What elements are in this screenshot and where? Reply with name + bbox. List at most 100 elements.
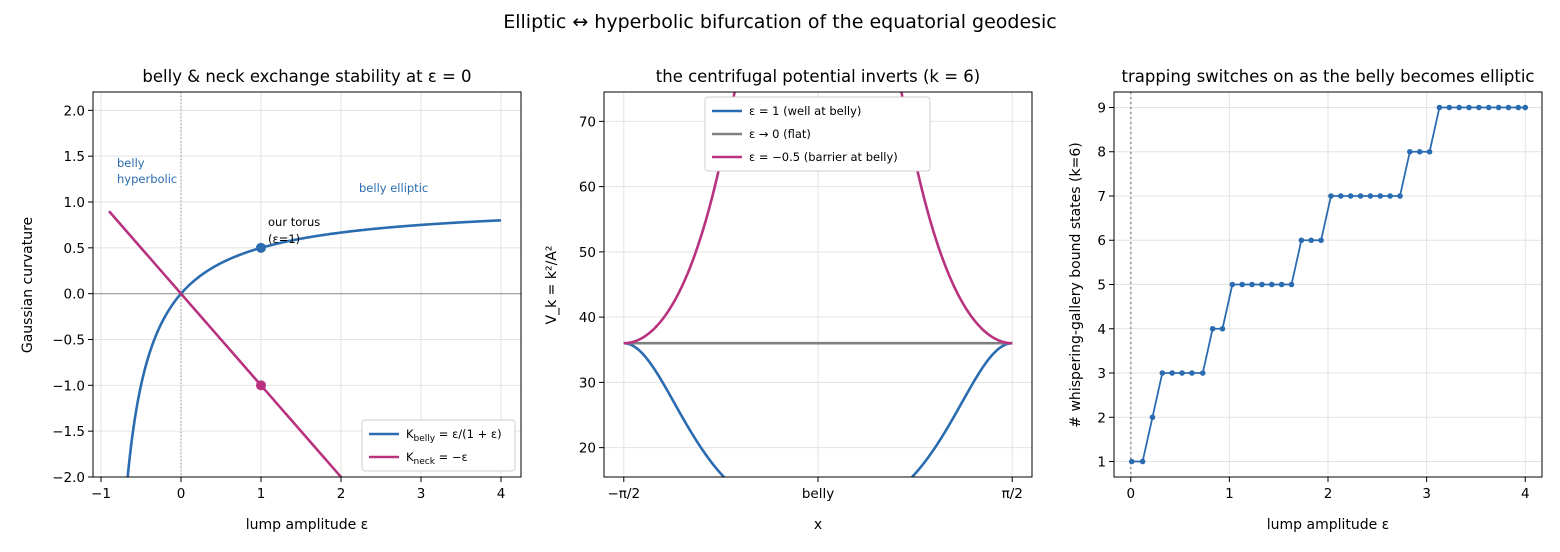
bound-states-point [1298,237,1305,244]
annotation-belly-hyperbolic-line2: hyperbolic [117,172,177,186]
bound-states-point [1387,193,1393,199]
x-tick-label: π/2 [1002,486,1023,502]
panel-potential: the centrifugal potential inverts (k = 6… [544,67,1033,533]
bound-states-point [1128,458,1135,465]
bound-states-point [1367,193,1374,199]
legend-k-neck-main: K [406,450,414,464]
bound-states-point [1426,148,1433,155]
bound-states-point [1377,193,1384,199]
panel-3-title: trapping switches on as the belly become… [1122,67,1535,86]
bound-states-point [1209,325,1216,332]
bound-states-point [1169,370,1175,376]
x-tick-label: belly [802,486,834,502]
x-tick-label: 1 [1225,486,1234,502]
bound-states-point [1268,281,1275,288]
y-tick-label: 60 [579,180,596,196]
y-tick-label: −1.0 [52,378,85,394]
legend-k-belly-sub: belly [414,434,436,444]
bound-states-point [1139,458,1146,465]
bound-states-point [1446,104,1453,111]
y-tick-label: 7 [1097,189,1106,205]
panel-1-frame [92,91,522,478]
panel-3-xlabel: lump amplitude ε [1267,517,1390,533]
series-line-belly [126,219,502,477]
y-tick-label: 1 [1097,455,1106,471]
y-tick-label: 50 [579,245,596,261]
panel-3-ylabel: # whispering-gallery bound states (k=6) [1068,142,1084,427]
x-tick-label: 4 [1521,486,1530,502]
legend-k-neck-sub: neck [414,457,436,467]
panel-1-xlabel: lump amplitude ε [246,517,369,533]
bound-states-point [1229,281,1236,288]
annotation-belly-hyperbolic-line1: belly [117,156,145,170]
bound-states-point [1397,193,1403,199]
bound-states-point [1357,193,1364,199]
y-tick-label: 20 [579,441,596,457]
bound-states-point [1239,281,1246,288]
highlight-marker [256,380,266,391]
y-tick-label: 2.0 [64,103,85,119]
bound-states-point [1328,193,1334,199]
bound-states-point [1318,237,1324,244]
legend-k-belly-main: K [406,427,414,441]
legend-label-eps-1: ε = 1 (well at belly) [749,104,861,118]
panel-2-ylabel: V_k = k²/A² [544,246,560,325]
x-tick-label: 2 [337,486,346,502]
bound-states-point [1476,104,1482,111]
x-tick-label: 1 [257,486,266,502]
x-tick-label: 2 [1324,486,1333,502]
x-tick-label: −π/2 [607,486,640,502]
x-tick-label: 4 [497,486,506,502]
panel-3-frame [1113,91,1543,478]
y-tick-label: 6 [1097,233,1106,249]
bound-states-point [1219,325,1226,332]
y-tick-label: 0.0 [64,287,85,303]
legend-label-k-belly: Kbelly = ε/(1 + ε) [406,427,502,444]
y-tick-label: 1.5 [64,149,85,165]
bound-states-point [1495,104,1502,111]
bound-states-point [1407,148,1413,155]
figure-suptitle: Elliptic ↔ hyperbolic bifurcation of the… [503,11,1057,33]
potential-curve-2 [623,92,1013,345]
y-tick-label: −0.5 [52,333,85,349]
y-tick-label: 70 [579,114,596,130]
x-tick-label: −1 [91,486,111,502]
legend-k-belly-eq: = ε/(1 + ε) [435,427,502,441]
bound-states-point [1288,281,1295,288]
panel-1-title: belly & neck exchange stability at ε = 0 [142,67,471,86]
legend-k-neck-eq: = −ε [435,450,468,464]
bound-states-point [1149,414,1156,421]
panel-2-legend: ε = 1 (well at belly) ε → 0 (flat) ε = −… [704,96,931,172]
y-tick-label: −2.0 [52,470,85,486]
bound-states-point [1466,104,1472,111]
legend-label-eps-neg: ε = −0.5 (barrier at belly) [749,150,898,164]
bound-states-point [1308,237,1315,244]
bound-states-point [1505,104,1512,111]
y-tick-label: 0.5 [64,241,85,257]
panel-bound-states: trapping switches on as the belly become… [1068,67,1543,533]
y-tick-label: 3 [1097,366,1106,382]
y-tick-label: 2 [1097,410,1106,426]
panel-1-legend-box [361,419,516,472]
annotation-our-torus-line1: our torus [268,215,320,229]
bound-states-point [1485,104,1492,111]
bound-states-point [1515,104,1522,111]
bound-states-point [1522,104,1529,111]
panel-2-frame [603,91,1033,478]
panel-1-ylabel: Gaussian curvature [20,217,36,353]
x-tick-label: 3 [417,486,426,502]
legend-label-eps-0: ε → 0 (flat) [749,127,811,141]
y-tick-label: 30 [579,375,596,391]
bound-states-point [1189,370,1195,376]
panel-curvature: belly & neck exchange stability at ε = 0… [20,67,522,533]
legend-label-k-neck: Kneck = −ε [406,450,468,467]
bound-states-point [1436,104,1443,111]
bound-states-point [1249,281,1255,288]
y-tick-label: −1.5 [52,424,85,440]
y-tick-label: 1.0 [64,195,85,211]
x-tick-label: 0 [1126,486,1135,502]
x-tick-label: 0 [177,486,186,502]
potential-curve-0 [623,341,1013,477]
bound-states-point [1278,281,1285,288]
